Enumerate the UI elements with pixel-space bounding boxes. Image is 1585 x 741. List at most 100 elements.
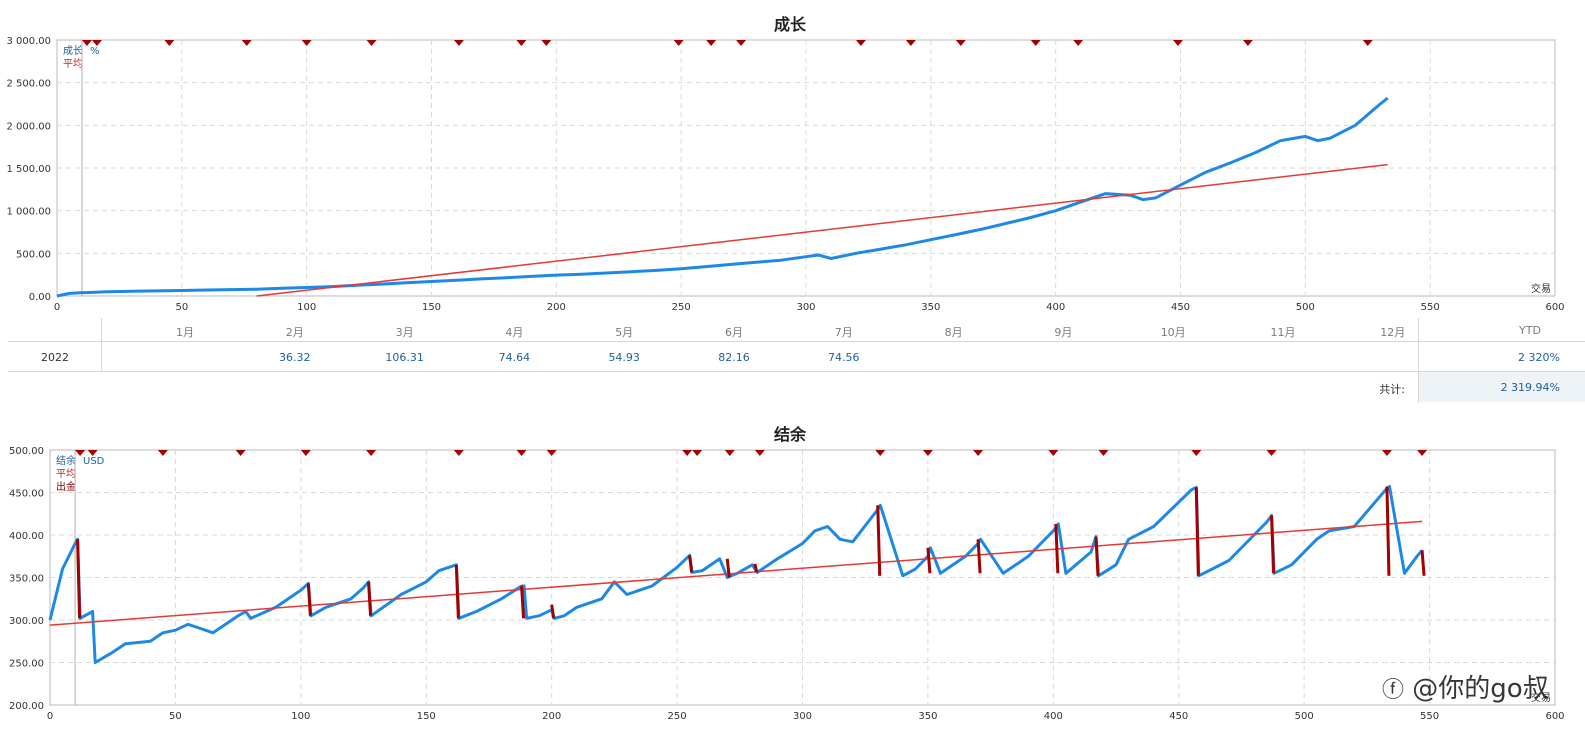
growth-x-tick-label: 0 bbox=[54, 302, 60, 313]
growth-x-tick-label: 200 bbox=[547, 302, 566, 313]
growth-event-marker bbox=[164, 40, 175, 46]
balance-event-marker bbox=[1417, 450, 1428, 456]
balance-withdrawal-mark bbox=[1094, 536, 1100, 576]
balance-event-marker bbox=[875, 450, 886, 456]
growth-event-marker bbox=[541, 40, 552, 46]
balance-chart-title: 结余 bbox=[773, 425, 807, 444]
balance-y-tick-label: 200.00 bbox=[9, 701, 44, 712]
watermark-logo-icon: ⓕ bbox=[1382, 678, 1405, 703]
balance-unit-label: USD bbox=[83, 456, 105, 467]
month-value: 82.16 bbox=[718, 351, 750, 364]
growth-legend-item: 成长 bbox=[63, 45, 83, 57]
growth-x-tick-label: 550 bbox=[1421, 302, 1440, 313]
month-header: 1月 bbox=[176, 326, 194, 339]
balance-x-axis-label: 交易 bbox=[1531, 691, 1551, 704]
growth-x-tick-label: 300 bbox=[796, 302, 815, 313]
balance-withdrawal-mark bbox=[520, 585, 526, 619]
total-label: 共计: bbox=[1379, 383, 1405, 396]
balance-event-marker bbox=[516, 450, 527, 456]
growth-x-tick-label: 350 bbox=[921, 302, 940, 313]
growth-event-marker bbox=[241, 40, 252, 46]
balance-event-marker bbox=[75, 450, 86, 456]
growth-event-marker bbox=[1030, 40, 1041, 46]
growth-event-marker bbox=[301, 40, 312, 46]
growth-series-main bbox=[56, 96, 1389, 298]
balance-series-average bbox=[49, 520, 1423, 626]
balance-event-marker bbox=[1381, 450, 1392, 456]
growth-x-tick-label: 450 bbox=[1171, 302, 1190, 313]
balance-withdrawal-mark bbox=[550, 604, 556, 619]
balance-withdrawal-mark bbox=[1420, 550, 1426, 576]
balance-event-marker bbox=[754, 450, 765, 456]
balance-x-tick-label: 150 bbox=[417, 711, 436, 722]
balance-withdrawal-mark bbox=[76, 539, 82, 619]
month-value: 74.56 bbox=[828, 351, 860, 364]
balance-legend-item: 结余 bbox=[56, 454, 76, 467]
balance-chart: 结余 0 50 100 150 200 250 300 350 400 450 500 550 600 2… bbox=[9, 425, 1565, 722]
balance-x-tick-label: 450 bbox=[1169, 711, 1188, 722]
growth-x-tick-label: 150 bbox=[422, 302, 441, 313]
balance-x-tick-label: 500 bbox=[1295, 711, 1314, 722]
growth-y-tick-label: 1 000.00 bbox=[6, 207, 51, 218]
growth-x-axis-label: 交易 bbox=[1531, 282, 1551, 295]
balance-withdrawal-mark bbox=[976, 539, 982, 574]
growth-y-tick-label: 2 000.00 bbox=[6, 121, 51, 132]
balance-event-marker bbox=[922, 450, 933, 456]
growth-y-tick-label: 1 500.00 bbox=[6, 164, 51, 175]
balance-legend-item: 平均 bbox=[56, 468, 76, 480]
month-header: 2月 bbox=[285, 326, 304, 339]
balance-event-marker bbox=[546, 450, 557, 456]
month-header: 4月 bbox=[505, 326, 524, 339]
watermark-text: @你的go叔 bbox=[1412, 674, 1549, 704]
balance-event-marker bbox=[87, 450, 98, 456]
balance-event-marker bbox=[682, 450, 693, 456]
balance-event-marker bbox=[366, 450, 377, 456]
growth-event-marker bbox=[706, 40, 717, 46]
month-header: 7月 bbox=[834, 326, 853, 339]
balance-y-tick-label: 450.00 bbox=[9, 489, 44, 500]
balance-x-tick-label: 50 bbox=[169, 711, 182, 722]
growth-x-tick-label: 250 bbox=[672, 302, 691, 313]
balance-x-tick-label: 400 bbox=[1044, 711, 1063, 722]
growth-event-marker bbox=[1362, 40, 1373, 46]
year-label: 2022 bbox=[41, 351, 69, 364]
growth-event-marker bbox=[453, 40, 464, 46]
balance-withdrawal-mark bbox=[688, 555, 694, 573]
month-header: 3月 bbox=[395, 326, 414, 339]
growth-event-marker bbox=[673, 40, 684, 46]
balance-x-tick-label: 550 bbox=[1420, 711, 1439, 722]
balance-event-marker bbox=[1266, 450, 1277, 456]
month-header: 8月 bbox=[944, 326, 963, 339]
monthly-growth-table: 1月 2月 3月 4月 5月 6月 7月 8月 9月 10月 11月 12月 YTD 2022 36.… bbox=[0, 318, 1585, 403]
balance-event-marker bbox=[453, 450, 464, 456]
balance-withdrawal-mark bbox=[753, 563, 759, 573]
balance-legend-item: 出金 bbox=[56, 480, 76, 493]
balance-x-tick-label: 350 bbox=[918, 711, 937, 722]
balance-event-marker bbox=[1048, 450, 1059, 456]
ytd-header: YTD bbox=[1519, 324, 1541, 337]
growth-event-marker bbox=[366, 40, 377, 46]
growth-event-marker bbox=[855, 40, 866, 46]
balance-event-marker bbox=[157, 450, 168, 456]
balance-withdrawal-mark bbox=[876, 505, 882, 576]
balance-withdrawal-mark bbox=[367, 581, 373, 616]
balance-event-marker bbox=[300, 450, 311, 456]
growth-event-marker bbox=[736, 40, 747, 46]
balance-withdrawal-mark bbox=[1270, 515, 1276, 574]
month-header: 9月 bbox=[1054, 326, 1073, 339]
balance-series-main bbox=[48, 485, 1424, 664]
total-value: 2 319.94% bbox=[1500, 381, 1560, 394]
balance-withdrawal-mark bbox=[1194, 487, 1200, 576]
balance-event-marker bbox=[973, 450, 984, 456]
balance-x-tick-label: 100 bbox=[291, 711, 310, 722]
growth-event-marker bbox=[905, 40, 916, 46]
month-value: 36.32 bbox=[279, 351, 311, 364]
growth-event-marker bbox=[1173, 40, 1184, 46]
growth-chart: 成长 0 50 100 150 200 250 300 350 400 450 500 550 600 0… bbox=[6, 15, 1564, 313]
growth-y-tick-label: 3 000.00 bbox=[6, 36, 51, 47]
month-header: 10月 bbox=[1160, 326, 1186, 339]
balance-withdrawal-mark bbox=[725, 558, 731, 578]
month-header: 11月 bbox=[1270, 326, 1296, 339]
growth-unit-label: % bbox=[90, 46, 100, 57]
growth-event-marker bbox=[81, 40, 92, 46]
